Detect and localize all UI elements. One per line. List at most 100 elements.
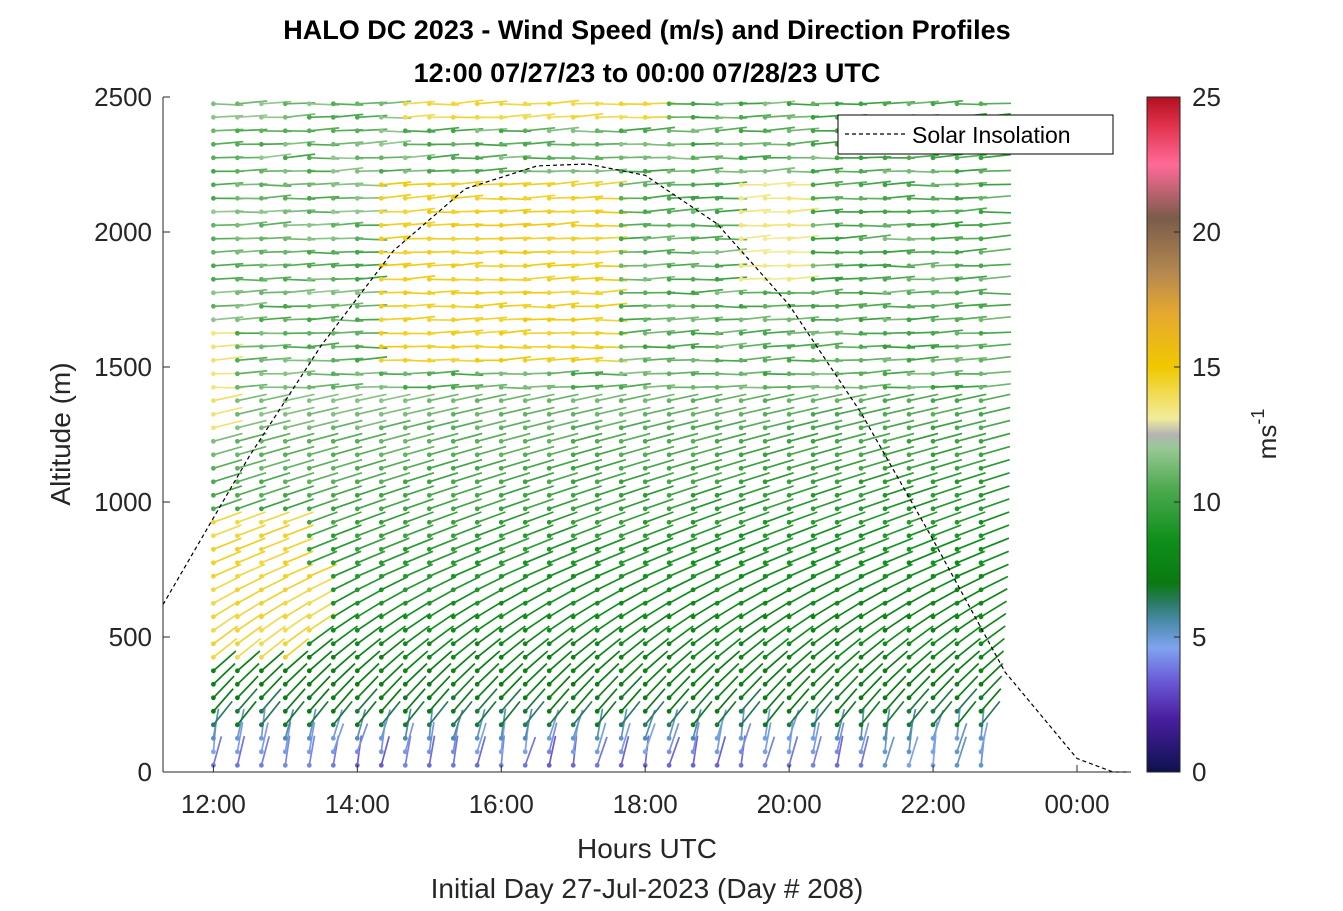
wind-barb xyxy=(306,625,335,647)
wind-barb-dot xyxy=(594,465,600,471)
wind-barb-dot xyxy=(882,681,888,687)
wind-barb xyxy=(618,458,651,471)
wind-barb-dot xyxy=(594,425,600,431)
wind-barb-dot xyxy=(426,249,432,255)
wind-barb-dot xyxy=(762,735,768,741)
wind-barb-shaft xyxy=(908,511,938,524)
wind-barb xyxy=(306,127,340,134)
wind-barb-dot xyxy=(259,371,264,377)
wind-barb-shaft xyxy=(452,563,482,578)
wind-barb-shaft xyxy=(213,563,242,578)
wind-barb-shaft xyxy=(572,485,602,497)
wind-barb-shaft xyxy=(356,723,369,753)
wind-barb-dot xyxy=(858,384,864,390)
wind-barb xyxy=(306,432,339,444)
wind-barb xyxy=(354,511,386,525)
wind-barb-dot xyxy=(714,762,720,768)
wind-barb xyxy=(714,248,747,255)
wind-barb-dot xyxy=(450,749,456,755)
wind-barb-dot xyxy=(882,398,888,404)
wind-barb-dot xyxy=(474,222,480,228)
wind-barb-dot xyxy=(714,182,720,188)
wind-barb-shaft xyxy=(908,708,917,739)
wind-barb-dot xyxy=(402,276,408,282)
wind-barb xyxy=(786,662,812,687)
wind-barb-dot xyxy=(594,344,600,350)
wind-barb-dot xyxy=(930,560,936,566)
wind-barb-dot xyxy=(402,249,408,255)
wind-barb-shaft xyxy=(765,167,795,173)
wind-barb xyxy=(666,600,696,620)
wind-barb-dot xyxy=(330,708,336,714)
wind-barb-dot xyxy=(426,735,432,741)
wind-barb xyxy=(450,612,479,633)
wind-barb-dot xyxy=(450,641,456,647)
wind-barb-shaft xyxy=(596,650,621,672)
wind-barb-dot xyxy=(810,303,816,309)
wind-barb-dot xyxy=(211,141,216,147)
wind-barb-shaft xyxy=(812,637,838,658)
wind-barb-shaft xyxy=(717,126,747,132)
wind-barb-dot xyxy=(978,438,984,444)
wind-barb-shaft xyxy=(860,419,891,429)
wind-barb xyxy=(378,612,407,633)
wind-barb xyxy=(235,637,262,660)
wind-barb xyxy=(402,675,427,701)
wind-barb-dot xyxy=(762,222,768,228)
wind-barb-dot xyxy=(642,182,648,188)
wind-barb-dot xyxy=(211,222,216,228)
wind-barb-shaft xyxy=(308,550,338,564)
wind-barb-shaft xyxy=(860,234,891,240)
wind-barb-dot xyxy=(666,330,672,336)
wind-barb-dot xyxy=(978,668,984,674)
wind-barb-shaft xyxy=(213,458,243,470)
wind-barb-dot xyxy=(954,708,960,714)
wind-barb xyxy=(738,688,762,714)
wind-barb-dot xyxy=(354,236,360,242)
wind-barb-dot xyxy=(474,735,480,741)
wind-barb xyxy=(618,485,650,498)
wind-barb-shaft xyxy=(285,393,315,402)
wind-barb-shaft xyxy=(572,675,595,699)
wind-barb-shaft xyxy=(572,432,603,443)
wind-barb xyxy=(211,355,244,363)
wind-barb xyxy=(666,550,698,566)
wind-barb-shaft xyxy=(596,625,622,645)
wind-barb-shaft xyxy=(236,588,265,605)
wind-barb xyxy=(330,550,362,566)
wind-barb-dot xyxy=(474,762,480,768)
wind-barb-shaft xyxy=(356,600,384,618)
wind-barb-dot xyxy=(570,222,576,228)
wind-barb-dot xyxy=(834,708,840,714)
wind-barb-dot xyxy=(666,641,672,647)
wind-barb xyxy=(618,419,651,431)
wind-barb-dot xyxy=(474,587,480,593)
wind-barb-shaft xyxy=(380,675,403,699)
wind-barb-dot xyxy=(235,573,240,579)
wind-barb-shaft xyxy=(404,524,434,537)
wind-barb-dot xyxy=(498,492,504,498)
wind-barb-dot xyxy=(738,641,744,647)
wind-barb-dot xyxy=(666,708,672,714)
wind-barb-dot xyxy=(666,735,672,741)
wind-barb xyxy=(834,612,863,633)
wind-barb xyxy=(546,275,580,282)
wind-barb-dot xyxy=(738,560,744,566)
wind-barb-dot xyxy=(330,141,336,147)
wind-barb-dot xyxy=(618,492,624,498)
wind-barb-dot xyxy=(642,128,648,134)
wind-barb-shaft xyxy=(788,511,818,524)
wind-barb-dot xyxy=(642,276,648,282)
wind-barb-shaft xyxy=(309,419,339,429)
wind-barb-dot xyxy=(235,681,240,687)
wind-barb xyxy=(642,511,674,525)
wind-barb-shaft xyxy=(836,625,862,645)
wind-barb-dot xyxy=(906,654,912,660)
wind-barb xyxy=(522,650,549,674)
wind-barb-dot xyxy=(738,195,744,201)
wind-barb-dot xyxy=(450,371,456,377)
wind-barb-shaft xyxy=(692,537,722,551)
wind-barb-shaft xyxy=(812,600,840,618)
wind-barb-shaft xyxy=(621,393,651,402)
wind-barb-shaft xyxy=(405,471,435,483)
